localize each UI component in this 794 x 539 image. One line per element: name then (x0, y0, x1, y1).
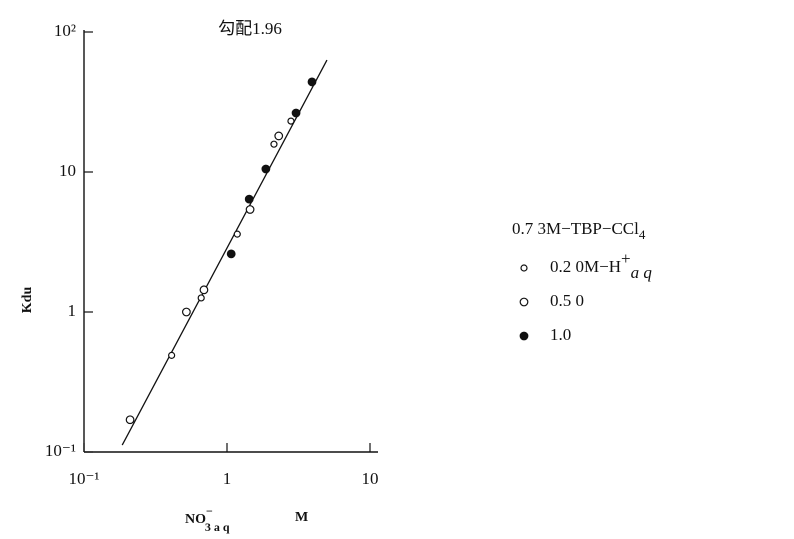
x-label-sup: − (206, 504, 213, 518)
legend-label-text: 0.2 0M−H (550, 257, 621, 276)
marker (307, 77, 317, 87)
legend-label: 0.2 0M−H+a q (550, 249, 652, 282)
marker (261, 164, 271, 174)
legend-title-text: 0.7 3M−TBP−CCl (512, 219, 639, 238)
x-tick-label: 10 (362, 469, 379, 488)
x-axis-unit: M (295, 510, 308, 525)
marker (199, 285, 209, 295)
marker (287, 117, 295, 125)
legend-label-sub: a q (631, 263, 653, 282)
marker (244, 194, 254, 204)
y-tick-label: 10 (59, 161, 76, 180)
marker (197, 294, 205, 302)
legend-marker (519, 297, 529, 307)
y-tick-label: 10² (54, 21, 76, 40)
fit-line (121, 59, 328, 446)
slope-annotation: 勾配1.96 (218, 19, 282, 38)
x-tick-label: 10⁻¹ (68, 469, 99, 488)
marker (181, 307, 191, 317)
x-label-sub: 3 a q (205, 520, 230, 534)
marker (125, 415, 135, 425)
marker (245, 205, 255, 214)
legend-label-sup: + (621, 249, 631, 268)
legend-label: 1.0 (550, 325, 571, 344)
marker (168, 351, 176, 359)
y-tick-label: 1 (68, 301, 77, 320)
marker (270, 140, 278, 148)
legend-marker (519, 331, 529, 341)
x-label-base: NO (185, 512, 206, 527)
legend-label: 0.5 0 (550, 291, 584, 310)
marker (291, 108, 301, 118)
marker (274, 131, 284, 141)
legend-marker (520, 264, 528, 272)
legend-title-sub: 4 (639, 227, 646, 242)
legend-label-text: 1.0 (550, 325, 571, 344)
marker (226, 249, 236, 259)
y-tick-label: 10⁻¹ (45, 441, 76, 460)
y-axis-label: Kdu (20, 287, 35, 314)
legend-title: 0.7 3M−TBP−CCl4 (512, 219, 646, 242)
x-tick-label: 1 (223, 469, 232, 488)
legend-label-text: 0.5 0 (550, 291, 584, 310)
marker (233, 230, 241, 238)
x-axis-label: NO− 3 a q (185, 504, 230, 534)
